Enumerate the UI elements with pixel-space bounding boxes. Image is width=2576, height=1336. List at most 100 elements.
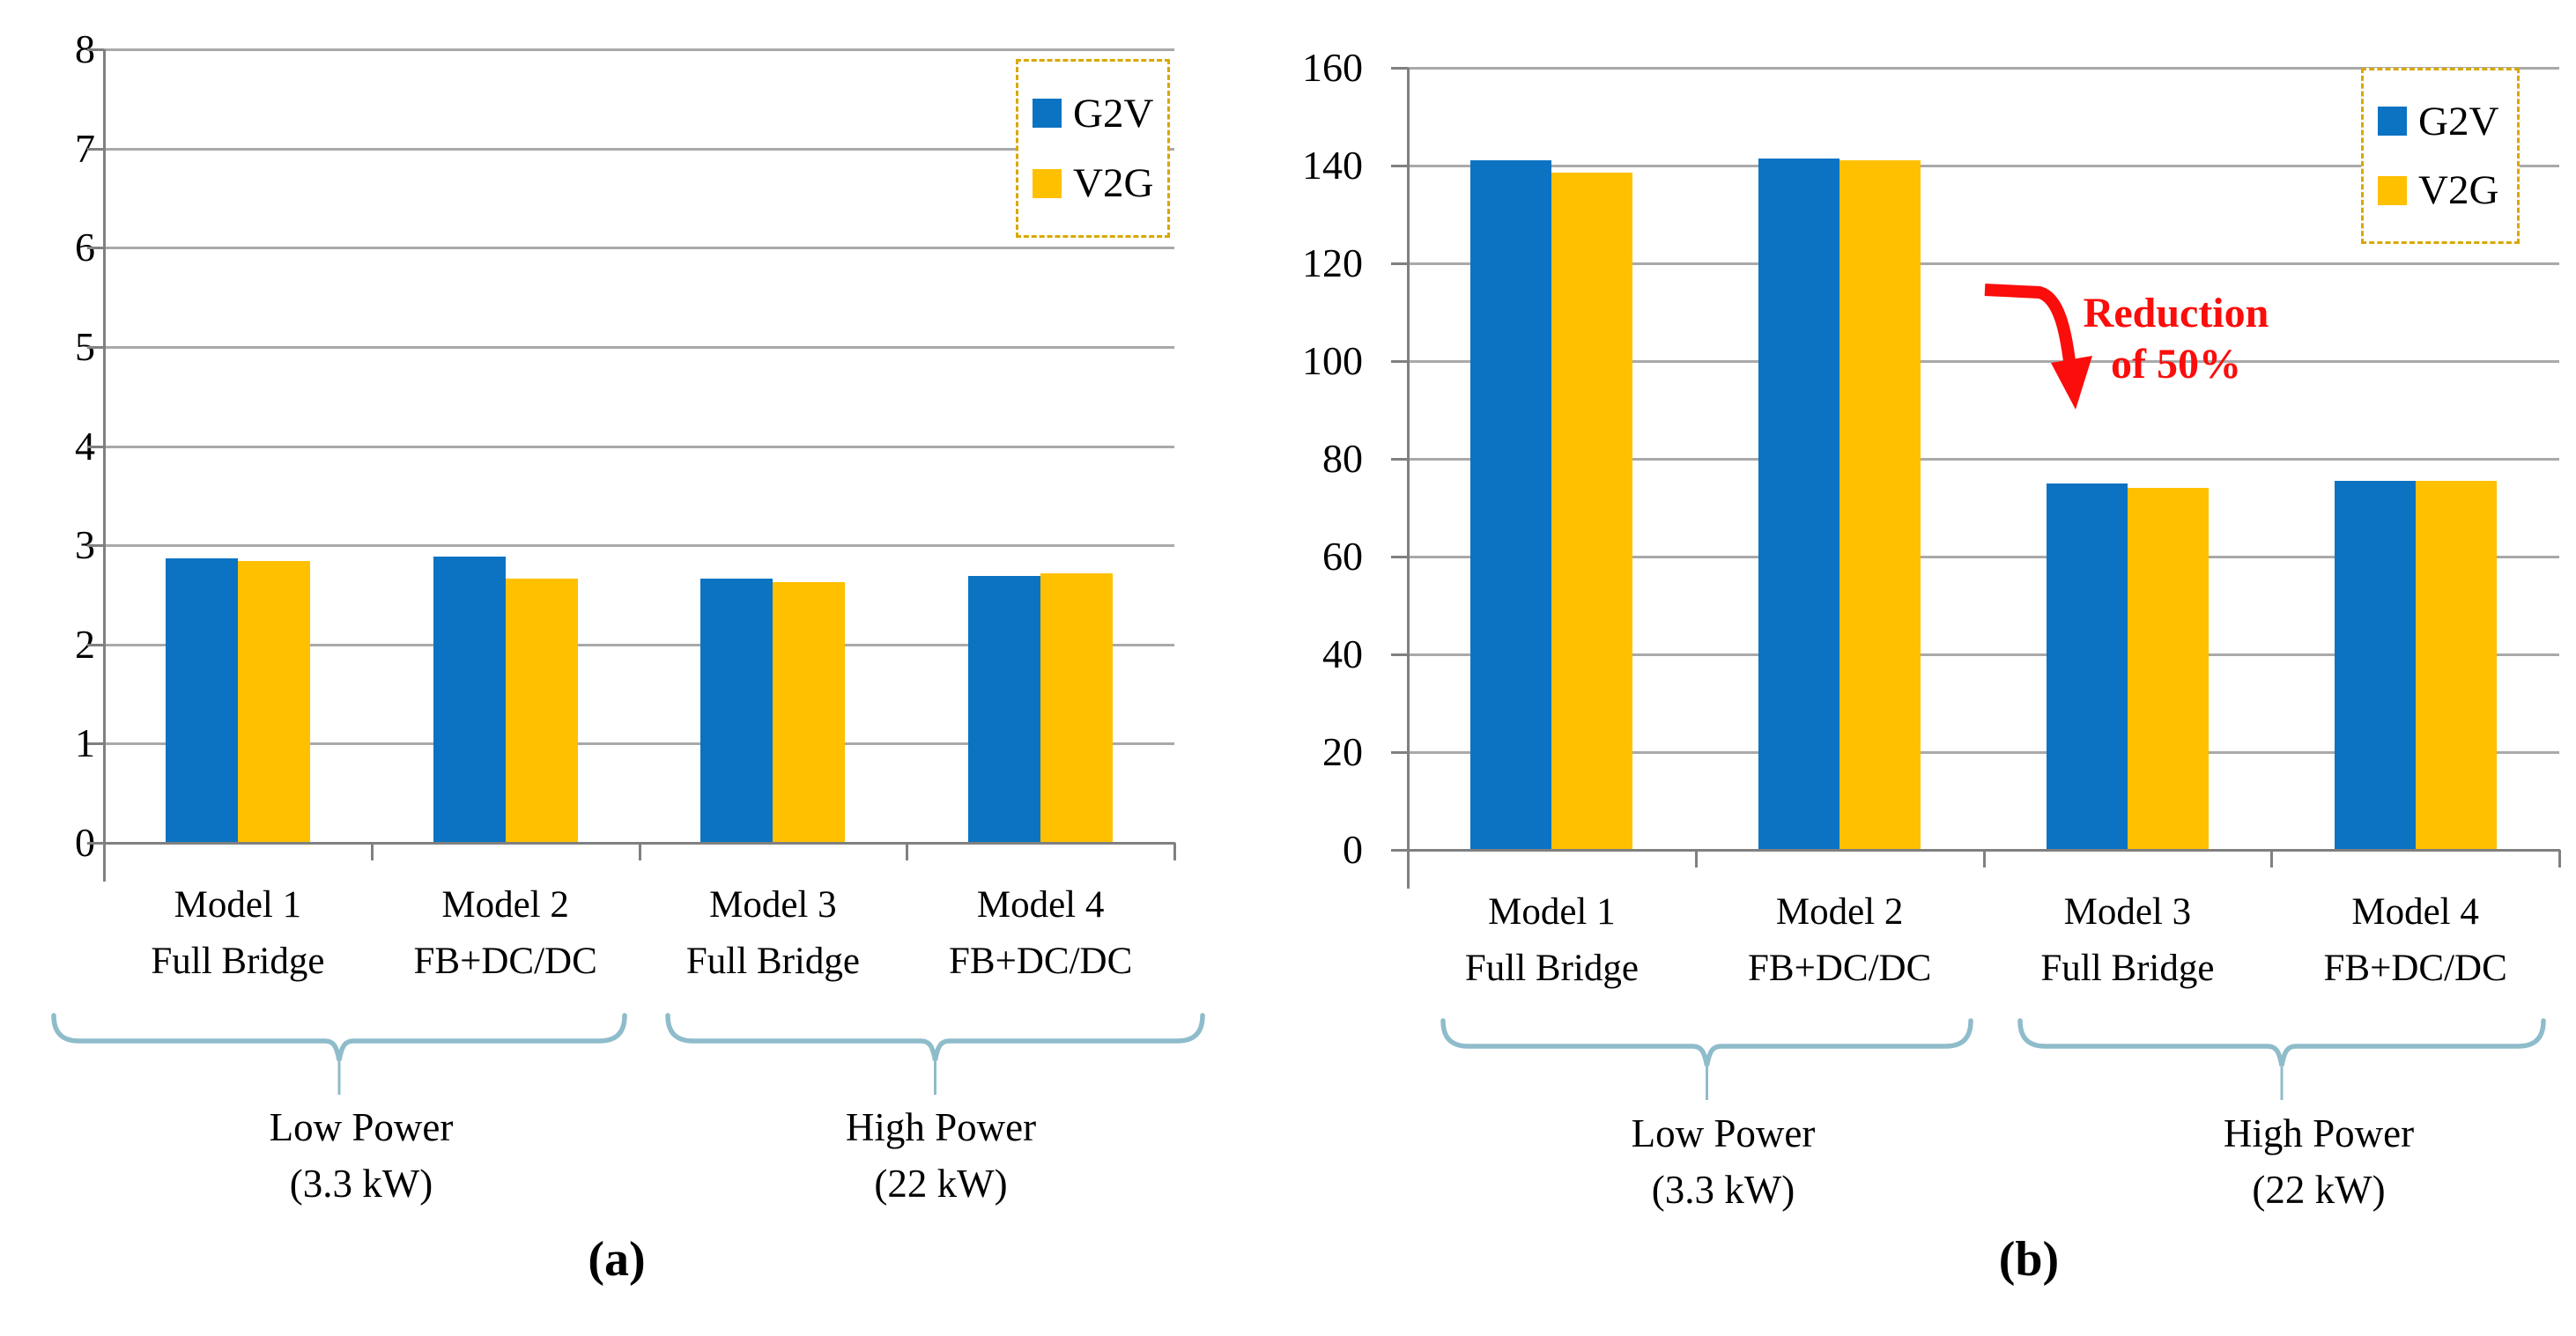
- legend-entry-g2v: G2V: [1033, 92, 1164, 136]
- y-tick-label: 140: [1302, 143, 1363, 188]
- g2v-swatch: [2378, 107, 2407, 137]
- x-axis-tick: [2558, 850, 2561, 867]
- category-label-line: Full Bridge: [1464, 948, 1639, 989]
- gridline-y5: [104, 345, 1174, 349]
- gridline-y7: [104, 147, 1174, 151]
- gridline-y4: [104, 445, 1174, 448]
- bar-v2g-model-3: [2127, 488, 2209, 850]
- x-axis-tick: [1982, 850, 1986, 867]
- category-label-line: Full Bridge: [151, 941, 325, 982]
- category-label-line: Model 1: [1488, 891, 1616, 933]
- bar-g2v-model-3: [2046, 483, 2128, 850]
- bar-v2g-model-4: [2415, 480, 2497, 850]
- y-axis-tick: [87, 48, 104, 51]
- chart-panel-b: G2V V2G Reduction of 50% (b) 0 20 40 60 80 10…: [1288, 0, 2576, 1336]
- y-axis-tick: [87, 345, 104, 349]
- y-tick-label: 1: [75, 720, 95, 766]
- x-axis-tick: [1173, 843, 1176, 860]
- gridline-y100: [1408, 360, 2559, 363]
- group-label-line: (22 kW): [874, 1162, 1008, 1206]
- x-axis-tick: [370, 843, 374, 860]
- bar-g2v-model-3: [700, 579, 774, 843]
- reduction-arrow-icon: [1984, 284, 2092, 410]
- category-label-line: Full Bridge: [685, 941, 860, 982]
- group-label-high-power: High Power (22 kW): [2125, 1105, 2513, 1218]
- group-label-high-power: High Power (22 kW): [747, 1099, 1135, 1212]
- gridline-y160: [1408, 67, 2559, 70]
- y-axis-tick: [1391, 165, 1408, 167]
- legend-label-g2v: G2V: [1073, 90, 1154, 137]
- group-brace-icon: [51, 1013, 627, 1095]
- group-label-line: High Power: [845, 1105, 1037, 1149]
- category-label-model-2: Model 2 FB+DC/DC: [1703, 884, 1976, 997]
- group-label-line: Low Power: [269, 1105, 454, 1149]
- y-axis-tick: [1391, 751, 1408, 754]
- bar-v2g-model-2: [505, 579, 578, 843]
- y-tick-label: 120: [1302, 240, 1363, 285]
- y-axis-line: [1407, 68, 1410, 889]
- x-axis-line: [1407, 849, 2560, 852]
- bar-g2v-model-4: [2334, 480, 2416, 850]
- bar-g2v-model-2: [433, 556, 506, 843]
- bar-v2g-model-1: [1551, 173, 1633, 850]
- y-axis-tick: [1391, 262, 1408, 265]
- gridline-y140: [1408, 165, 2559, 167]
- y-axis-tick: [1391, 458, 1408, 461]
- category-label-model-2: Model 2 FB+DC/DC: [369, 877, 642, 990]
- gridline-y120: [1408, 262, 2559, 265]
- y-tick-label: 60: [1322, 534, 1363, 579]
- y-tick-label: 80: [1322, 436, 1363, 481]
- legend-a: G2V V2G: [1016, 59, 1170, 238]
- v2g-swatch: [1033, 168, 1062, 198]
- y-axis-tick: [1391, 360, 1408, 363]
- y-tick-label: 5: [75, 323, 95, 369]
- group-label-line: Low Power: [1631, 1111, 1816, 1155]
- g2v-swatch: [1033, 99, 1062, 129]
- v2g-swatch: [2378, 175, 2407, 205]
- y-tick-label: 8: [75, 26, 95, 71]
- category-label-model-1: Model 1 Full Bridge: [1415, 884, 1688, 997]
- legend-entry-v2g: V2G: [2378, 168, 2513, 212]
- x-axis-tick: [638, 843, 641, 860]
- group-label-line: (3.3 kW): [1651, 1168, 1795, 1212]
- bar-v2g-model-3: [773, 581, 846, 843]
- legend-label-g2v: G2V: [2418, 98, 2499, 144]
- y-axis-tick: [87, 247, 104, 250]
- legend-label-v2g: V2G: [1073, 160, 1154, 207]
- gridline-y1: [104, 742, 1174, 746]
- group-label-line: (3.3 kW): [289, 1162, 433, 1206]
- legend-label-v2g: V2G: [2418, 167, 2499, 214]
- y-tick-label: 100: [1302, 338, 1363, 383]
- y-tick-label: 40: [1322, 631, 1363, 676]
- y-axis-tick: [87, 742, 104, 746]
- category-label-model-3: Model 3 Full Bridge: [636, 877, 909, 990]
- y-tick-label: 4: [75, 423, 95, 469]
- category-label-line: Model 2: [441, 884, 569, 926]
- category-label-line: FB+DC/DC: [413, 941, 597, 982]
- y-tick-label: 0: [1343, 827, 1363, 872]
- y-axis-tick: [87, 842, 104, 845]
- y-tick-label: 0: [75, 820, 95, 865]
- bar-v2g-model-2: [1839, 160, 1921, 850]
- category-label-line: FB+DC/DC: [1747, 948, 1932, 989]
- category-label-line: Model 3: [709, 884, 837, 926]
- y-axis-tick: [87, 544, 104, 548]
- bar-v2g-model-1: [237, 561, 310, 843]
- x-axis-tick: [1694, 850, 1698, 867]
- gridline-y6: [104, 247, 1174, 250]
- gridline-y20: [1408, 751, 2559, 754]
- category-label-line: Model 3: [2063, 891, 2192, 933]
- legend-entry-g2v: G2V: [2378, 100, 2513, 144]
- panel-tag-a: (a): [588, 1232, 646, 1287]
- y-tick-label: 2: [75, 621, 95, 667]
- y-axis-tick: [87, 643, 104, 646]
- legend-entry-v2g: V2G: [1033, 161, 1164, 205]
- bar-g2v-model-2: [1758, 158, 1840, 850]
- bar-g2v-model-1: [1470, 160, 1552, 850]
- group-label-low-power: Low Power (3.3 kW): [167, 1099, 555, 1212]
- gridline-y2: [104, 643, 1174, 646]
- group-brace-icon: [665, 1013, 1205, 1095]
- bar-g2v-model-1: [165, 557, 238, 843]
- y-tick-label: 7: [75, 125, 95, 171]
- gridline-y80: [1408, 458, 2559, 461]
